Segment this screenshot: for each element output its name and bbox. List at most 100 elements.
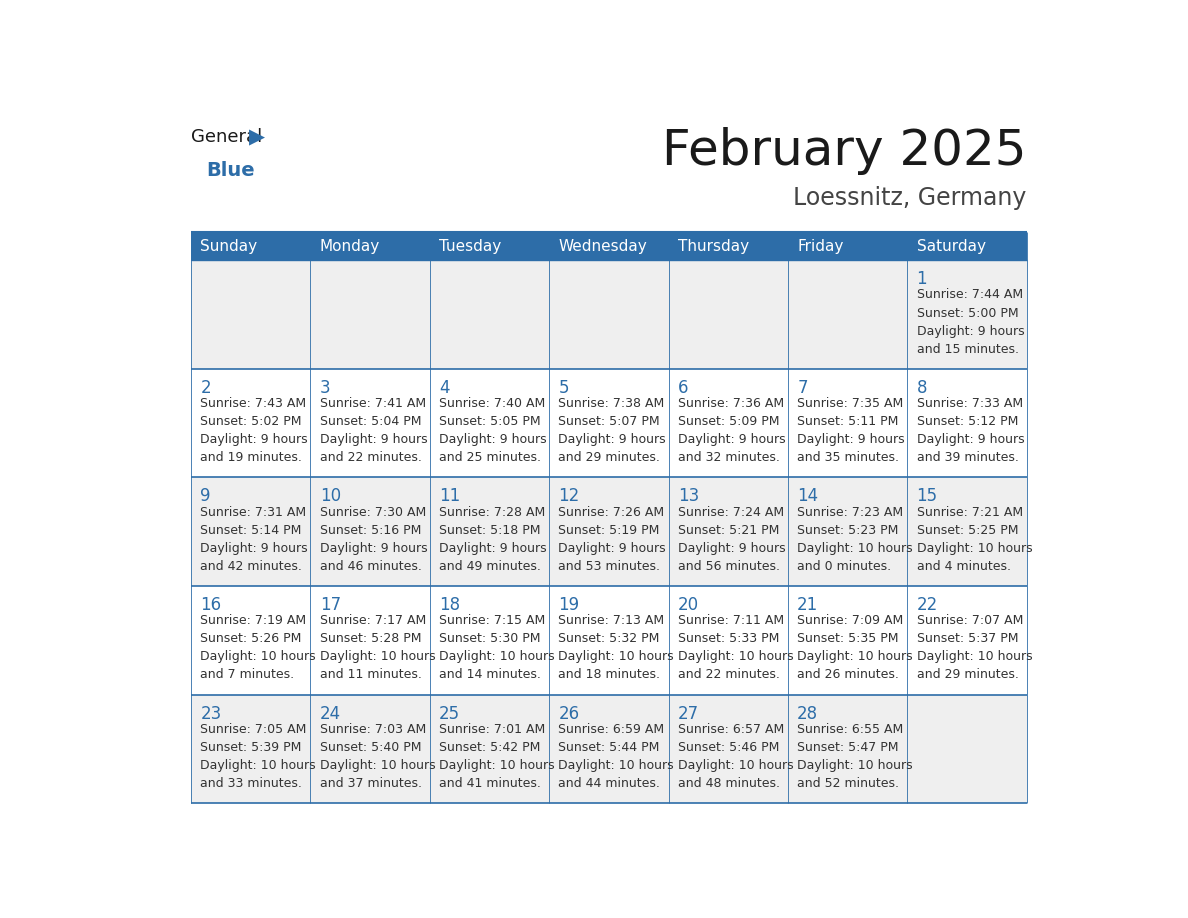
Text: 8: 8 — [916, 379, 927, 397]
Text: Daylight: 9 hours: Daylight: 9 hours — [558, 542, 666, 554]
Text: and 26 minutes.: and 26 minutes. — [797, 668, 899, 681]
Text: February 2025: February 2025 — [662, 127, 1026, 175]
Text: 14: 14 — [797, 487, 819, 506]
Text: 22: 22 — [916, 596, 937, 614]
Text: and 22 minutes.: and 22 minutes. — [678, 668, 779, 681]
Text: Sunset: 5:25 PM: Sunset: 5:25 PM — [916, 523, 1018, 537]
Text: Daylight: 9 hours: Daylight: 9 hours — [440, 433, 546, 446]
Text: 20: 20 — [678, 596, 699, 614]
Bar — [788, 369, 908, 477]
Text: Friday: Friday — [797, 239, 843, 253]
Text: 9: 9 — [201, 487, 211, 506]
Text: Daylight: 9 hours: Daylight: 9 hours — [678, 433, 785, 446]
Bar — [430, 586, 549, 695]
Text: Daylight: 10 hours: Daylight: 10 hours — [320, 650, 435, 664]
Text: Sunrise: 7:31 AM: Sunrise: 7:31 AM — [201, 506, 307, 519]
Bar — [310, 261, 430, 369]
Text: Sunrise: 7:23 AM: Sunrise: 7:23 AM — [797, 506, 903, 519]
Text: 11: 11 — [440, 487, 461, 506]
Text: Sunset: 5:18 PM: Sunset: 5:18 PM — [440, 523, 541, 537]
Text: and 19 minutes.: and 19 minutes. — [201, 452, 302, 465]
Text: Sunset: 5:37 PM: Sunset: 5:37 PM — [916, 633, 1018, 645]
Text: Sunrise: 7:05 AM: Sunrise: 7:05 AM — [201, 722, 307, 735]
Text: and 52 minutes.: and 52 minutes. — [797, 777, 899, 790]
Bar — [549, 369, 669, 477]
Text: Tuesday: Tuesday — [440, 239, 501, 253]
Bar — [430, 695, 549, 803]
Text: Daylight: 10 hours: Daylight: 10 hours — [440, 650, 555, 664]
Text: and 53 minutes.: and 53 minutes. — [558, 560, 661, 573]
Text: Monday: Monday — [320, 239, 380, 253]
Bar — [549, 695, 669, 803]
Text: 10: 10 — [320, 487, 341, 506]
Text: 17: 17 — [320, 596, 341, 614]
Text: Sunset: 5:30 PM: Sunset: 5:30 PM — [440, 633, 541, 645]
Bar — [310, 586, 430, 695]
Text: Daylight: 10 hours: Daylight: 10 hours — [678, 759, 794, 772]
Text: Daylight: 10 hours: Daylight: 10 hours — [201, 759, 316, 772]
Text: Daylight: 9 hours: Daylight: 9 hours — [320, 433, 428, 446]
Text: 12: 12 — [558, 487, 580, 506]
Text: Daylight: 10 hours: Daylight: 10 hours — [558, 759, 674, 772]
Text: Sunrise: 7:09 AM: Sunrise: 7:09 AM — [797, 614, 903, 627]
Text: Sunrise: 7:28 AM: Sunrise: 7:28 AM — [440, 506, 545, 519]
Text: 13: 13 — [678, 487, 699, 506]
Text: Sunrise: 7:40 AM: Sunrise: 7:40 AM — [440, 397, 545, 410]
Text: Daylight: 10 hours: Daylight: 10 hours — [916, 542, 1032, 554]
Text: Blue: Blue — [207, 161, 255, 180]
Text: and 4 minutes.: and 4 minutes. — [916, 560, 1011, 573]
Bar — [788, 261, 908, 369]
Text: and 56 minutes.: and 56 minutes. — [678, 560, 779, 573]
Bar — [788, 586, 908, 695]
Text: 18: 18 — [440, 596, 460, 614]
Bar — [669, 232, 788, 261]
Bar — [430, 477, 549, 586]
Text: Sunrise: 7:24 AM: Sunrise: 7:24 AM — [678, 506, 784, 519]
Bar — [191, 477, 310, 586]
Text: Sunset: 5:11 PM: Sunset: 5:11 PM — [797, 415, 898, 428]
Text: Sunrise: 7:44 AM: Sunrise: 7:44 AM — [916, 288, 1023, 301]
Text: and 49 minutes.: and 49 minutes. — [440, 560, 541, 573]
Bar — [549, 586, 669, 695]
Text: Daylight: 10 hours: Daylight: 10 hours — [320, 759, 435, 772]
Bar — [310, 695, 430, 803]
Text: 7: 7 — [797, 379, 808, 397]
Text: Sunset: 5:04 PM: Sunset: 5:04 PM — [320, 415, 422, 428]
Text: Daylight: 10 hours: Daylight: 10 hours — [797, 759, 912, 772]
Text: Sunrise: 6:59 AM: Sunrise: 6:59 AM — [558, 722, 664, 735]
Text: Sunrise: 7:21 AM: Sunrise: 7:21 AM — [916, 506, 1023, 519]
Text: Sunset: 5:14 PM: Sunset: 5:14 PM — [201, 523, 302, 537]
Text: Sunset: 5:32 PM: Sunset: 5:32 PM — [558, 633, 659, 645]
Text: Daylight: 9 hours: Daylight: 9 hours — [797, 433, 905, 446]
Text: ▶: ▶ — [249, 127, 265, 147]
Text: Daylight: 10 hours: Daylight: 10 hours — [916, 650, 1032, 664]
Text: and 44 minutes.: and 44 minutes. — [558, 777, 661, 790]
Text: Sunrise: 6:55 AM: Sunrise: 6:55 AM — [797, 722, 903, 735]
Text: Sunset: 5:33 PM: Sunset: 5:33 PM — [678, 633, 779, 645]
Bar — [788, 477, 908, 586]
Text: and 46 minutes.: and 46 minutes. — [320, 560, 422, 573]
Bar — [669, 369, 788, 477]
Bar — [430, 369, 549, 477]
Text: Sunset: 5:39 PM: Sunset: 5:39 PM — [201, 741, 302, 754]
Text: Sunset: 5:12 PM: Sunset: 5:12 PM — [916, 415, 1018, 428]
Text: Daylight: 9 hours: Daylight: 9 hours — [440, 542, 546, 554]
Text: Wednesday: Wednesday — [558, 239, 647, 253]
Bar — [908, 586, 1026, 695]
Bar — [908, 695, 1026, 803]
Text: Daylight: 10 hours: Daylight: 10 hours — [201, 650, 316, 664]
Bar — [191, 232, 310, 261]
Bar — [191, 369, 310, 477]
Text: Sunset: 5:19 PM: Sunset: 5:19 PM — [558, 523, 659, 537]
Text: Sunrise: 7:11 AM: Sunrise: 7:11 AM — [678, 614, 784, 627]
Text: and 37 minutes.: and 37 minutes. — [320, 777, 422, 790]
Text: Thursday: Thursday — [678, 239, 748, 253]
Text: and 39 minutes.: and 39 minutes. — [916, 452, 1018, 465]
Bar — [908, 232, 1026, 261]
Text: Sunset: 5:07 PM: Sunset: 5:07 PM — [558, 415, 661, 428]
Text: Sunrise: 7:38 AM: Sunrise: 7:38 AM — [558, 397, 665, 410]
Text: Sunrise: 7:33 AM: Sunrise: 7:33 AM — [916, 397, 1023, 410]
Text: and 15 minutes.: and 15 minutes. — [916, 342, 1018, 355]
Text: Sunrise: 7:19 AM: Sunrise: 7:19 AM — [201, 614, 307, 627]
Text: Daylight: 9 hours: Daylight: 9 hours — [201, 433, 308, 446]
